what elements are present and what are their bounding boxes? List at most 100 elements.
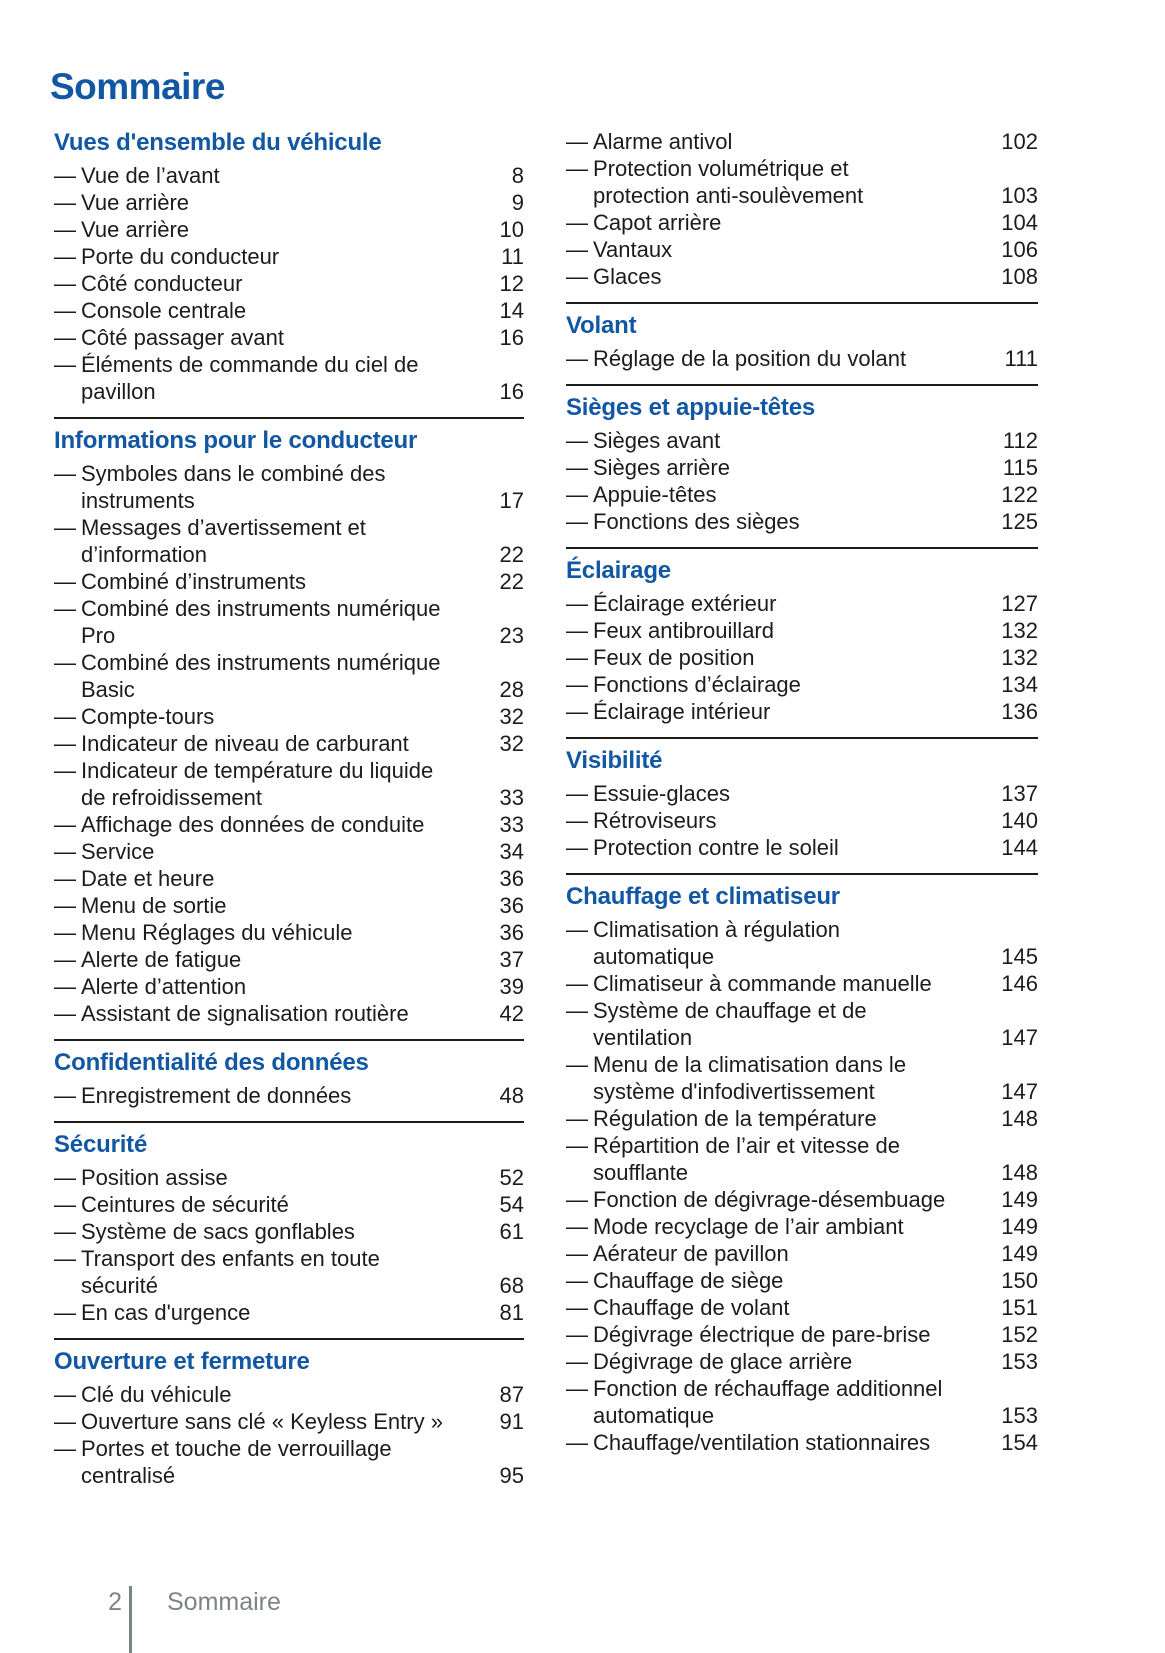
item-dash: — [566,1349,588,1374]
item-dash: — [566,237,588,262]
item-page-number: 14 [499,298,524,323]
item-label: Fonction de dégivrage-désembuage [593,1187,946,1212]
section-title: Sièges et appuie-têtes [566,394,816,421]
item-page-number: 68 [499,1273,524,1298]
toc-item: — Transport des enfants en toute sécurité 6… [54,1245,524,1299]
item-page-number: 148 [1001,1160,1038,1185]
item-label: Fonctions des sièges [593,509,800,534]
item-dash: — [566,1052,588,1077]
item-page-number: 54 [499,1192,524,1217]
item-label: Clé du véhicule [81,1382,232,1407]
toc-item: — Climatisation à régulation automatique 14… [566,916,1038,970]
toc-item: — Fonctions des sièges 125 [566,508,1038,535]
toc-item: — Aérateur de pavillon 149 [566,1240,1038,1267]
item-label: Aérateur de pavillon [593,1241,789,1266]
toc-item: — Ouverture sans clé « Keyless Entry » 91 [54,1408,524,1435]
toc-item: — Éclairage intérieur 136 [566,698,1038,725]
item-label: En cas d'urgence [81,1300,251,1325]
item-dash: — [54,758,76,783]
item-page-number: 106 [1001,237,1038,262]
item-dash: — [566,1322,588,1347]
item-page-number: 132 [1001,618,1038,643]
toc-item: — Sièges avant 112 [566,427,1038,454]
toc-item: — Menu de la climatisation dans le système… [566,1051,1038,1105]
toc-item: — Dégivrage électrique de pare-brise 152 [566,1321,1038,1348]
item-page-number: 136 [1001,699,1038,724]
item-dash: — [54,325,76,350]
item-page-number: 12 [499,271,524,296]
item-page-number: 147 [1001,1025,1038,1050]
toc-item: — Appuie-têtes 122 [566,481,1038,508]
item-label: Mode recyclage de l’air ambiant [593,1214,904,1239]
item-page-number: 149 [1001,1214,1038,1239]
toc-item: — Chauffage de volant 151 [566,1294,1038,1321]
item-label: Climatiseur à commande manuelle [593,971,932,996]
toc-section: Vues d'ensemble du véhicule — Vue de l’ava… [54,128,524,419]
section-title: Informations pour le conducteur [54,427,418,454]
item-label: Affichage des données de conduite [81,812,425,837]
page-title: Sommaire [50,66,225,107]
item-dash: — [54,1165,76,1190]
item-dash: — [54,217,76,242]
section-divider [566,384,1038,386]
item-page-number: 127 [1001,591,1038,616]
toc-item: — Glaces 108 [566,263,1038,290]
toc-item: — Climatiseur à commande manuelle 146 [566,970,1038,997]
item-dash: — [566,1241,588,1266]
item-dash: — [566,971,588,996]
toc-item: — Portes et touche de verrouillage central… [54,1435,524,1489]
item-label: Ceintures de sécurité [81,1192,289,1217]
item-page-number: 150 [1001,1268,1038,1293]
item-dash: — [566,428,588,453]
item-label: Date et heure [81,866,215,891]
item-label: Alerte de fatigue [81,947,242,972]
item-page-number: 9 [511,190,524,215]
section-title: Sécurité [54,1131,148,1158]
toc-item: — Vue de l’avant 8 [54,162,524,189]
item-dash: — [54,271,76,296]
item-dash: — [566,835,588,860]
toc-item: — Fonction de dégivrage-désembuage 149 [566,1186,1038,1213]
item-page-number: 149 [1001,1241,1038,1266]
toc-item: — Protection volumétrique et protection an… [566,155,1038,209]
item-label: Dégivrage de glace arrière [593,1349,853,1374]
toc-item: — Répartition de l’air et vitesse de souff… [566,1132,1038,1186]
item-page-number: 28 [499,677,524,702]
item-dash: — [566,129,588,154]
toc-item: — Enregistrement de données 48 [54,1082,524,1109]
toc-item: — Indicateur de température du liquide de … [54,757,524,811]
toc-item: — Feux de position 132 [566,644,1038,671]
item-page-number: 140 [1001,808,1038,833]
item-dash: — [54,947,76,972]
item-dash: — [54,704,76,729]
item-label: Capot arrière [593,210,722,235]
item-dash: — [54,1382,76,1407]
toc-item: — Chauffage de siège 150 [566,1267,1038,1294]
item-page-number: 81 [499,1300,524,1325]
item-label: Combiné des instruments numérique Pro [81,596,441,648]
item-dash: — [566,1430,588,1455]
item-label: Éclairage intérieur [593,699,771,724]
item-label: Côté passager avant [81,325,285,350]
item-label: Vue arrière [81,217,190,242]
item-dash: — [54,839,76,864]
item-dash: — [566,156,588,181]
section-divider [566,737,1038,739]
item-dash: — [54,1409,76,1434]
section-title: Chauffage et climatiseur [566,883,840,910]
item-dash: — [566,1106,588,1131]
item-page-number: 108 [1001,264,1038,289]
toc-item: — Sièges arrière 115 [566,454,1038,481]
section-divider [566,547,1038,549]
toc-item: — Mode recyclage de l’air ambiant 149 [566,1213,1038,1240]
item-page-number: 36 [499,893,524,918]
item-dash: — [54,650,76,675]
section-divider [566,873,1038,875]
item-label: Console centrale [81,298,247,323]
item-dash: — [54,812,76,837]
item-page-number: 104 [1001,210,1038,235]
toc-section: Informations pour le conducteur — Symboles… [54,426,524,1041]
item-page-number: 145 [1001,944,1038,969]
item-dash: — [566,1133,588,1158]
item-dash: — [54,1001,76,1026]
